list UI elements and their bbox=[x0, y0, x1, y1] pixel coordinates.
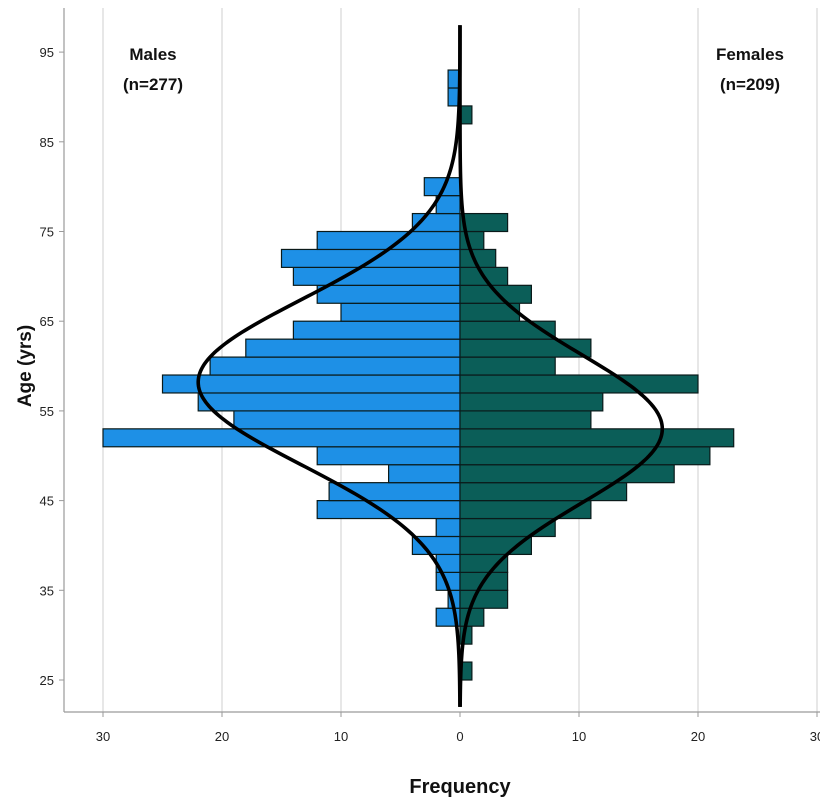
male-bar-age-68 bbox=[316, 284, 461, 304]
y-tick-label: 95 bbox=[40, 45, 54, 60]
males-count-label: (n=277) bbox=[123, 75, 183, 94]
male-bar-age-60 bbox=[209, 356, 461, 376]
axes bbox=[59, 8, 820, 717]
x-tick-label: 0 bbox=[456, 729, 463, 744]
female-bar-age-76 bbox=[459, 212, 509, 233]
female-bar-age-32 bbox=[459, 607, 485, 627]
males-label: Males bbox=[129, 45, 176, 64]
females-label: Females bbox=[716, 45, 784, 64]
male-bar-age-52 bbox=[102, 428, 461, 448]
y-tick-label: 45 bbox=[40, 494, 54, 509]
x-tick-label: 10 bbox=[334, 729, 348, 744]
x-tick-label: 20 bbox=[691, 729, 705, 744]
y-tick-label: 75 bbox=[40, 225, 54, 240]
male-bar-age-48 bbox=[388, 464, 461, 484]
female-bar-age-58 bbox=[459, 374, 699, 394]
x-tick-label: 20 bbox=[215, 729, 229, 744]
female-bar-age-52 bbox=[459, 428, 735, 448]
x-tick-label: 30 bbox=[810, 729, 820, 744]
male-bar-age-66 bbox=[340, 302, 461, 322]
male-bar-age-64 bbox=[292, 320, 461, 340]
female-bar-age-56 bbox=[459, 392, 604, 412]
male-bar-age-50 bbox=[316, 446, 461, 466]
y-tick-label: 25 bbox=[40, 673, 54, 688]
male-bar-age-58 bbox=[161, 374, 461, 394]
male-bar-age-72 bbox=[280, 248, 461, 268]
y-tick-label: 55 bbox=[40, 404, 54, 419]
male-bar-age-70 bbox=[292, 266, 461, 286]
female-bar-age-54 bbox=[459, 410, 592, 430]
y-axis-title: Age (yrs) bbox=[15, 325, 36, 407]
bars bbox=[102, 69, 735, 681]
female-bar-age-40 bbox=[459, 535, 533, 556]
female-bar-age-48 bbox=[459, 464, 675, 484]
females-count-label: (n=209) bbox=[720, 75, 780, 94]
tick-labels: 30 20 10 0 10 20 30 25 35 45 55 65 75 85 95 bbox=[40, 45, 820, 744]
male-bar-age-54 bbox=[233, 410, 461, 430]
x-tick-label: 30 bbox=[96, 729, 110, 744]
y-tick-label: 35 bbox=[40, 583, 54, 598]
male-normal-curve bbox=[196, 25, 462, 707]
normal-curves bbox=[196, 25, 665, 707]
male-bar-age-42 bbox=[435, 517, 461, 538]
female-bar-age-60 bbox=[459, 356, 556, 376]
female-normal-curve bbox=[458, 25, 665, 707]
y-tick-label: 85 bbox=[40, 135, 54, 150]
x-tick-label: 10 bbox=[572, 729, 586, 744]
male-bar-age-74 bbox=[316, 230, 461, 251]
male-bar-age-62 bbox=[245, 338, 461, 358]
female-bar-age-74 bbox=[459, 230, 485, 251]
female-bar-age-34 bbox=[459, 589, 509, 609]
female-bar-age-50 bbox=[459, 446, 711, 466]
y-tick-label: 65 bbox=[40, 314, 54, 329]
male-bar-age-56 bbox=[197, 392, 461, 412]
x-axis-title: Frequency bbox=[409, 776, 511, 798]
